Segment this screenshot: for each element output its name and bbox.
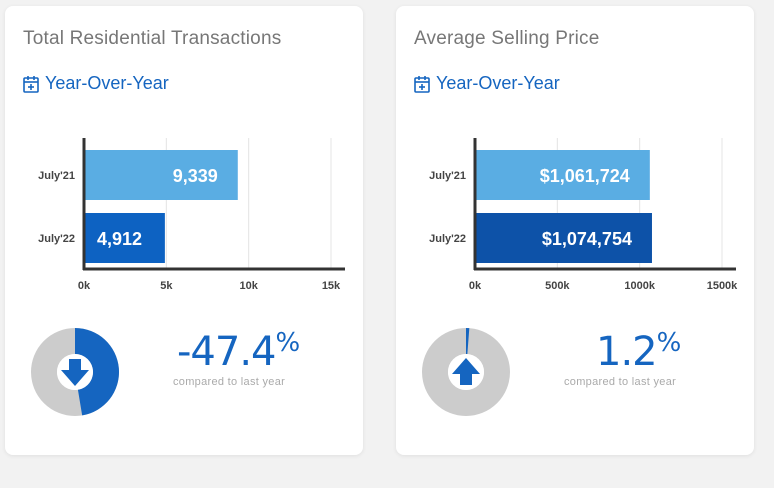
down-arrow-icon bbox=[61, 359, 89, 386]
data-label: 4,912 bbox=[97, 229, 142, 249]
change-caption: compared to last year bbox=[564, 376, 677, 388]
donut-segment bbox=[466, 328, 470, 355]
change-value: 1.2 bbox=[596, 329, 658, 375]
calendar-icon bbox=[23, 75, 39, 93]
card-average-price: Average Selling Price Year-Over-Year Jul… bbox=[396, 6, 754, 455]
tick-label: 500k bbox=[545, 280, 570, 292]
period-label: Year-Over-Year bbox=[45, 73, 169, 93]
change-percent: 1.2% bbox=[596, 329, 681, 375]
change-value: -47.4 bbox=[177, 329, 276, 375]
change-percent: -47.4% bbox=[177, 329, 300, 375]
bar bbox=[475, 150, 650, 200]
bar-chart-transactions: July'21 9,339 July'22 4,912 0k 5k 10k 15k bbox=[38, 138, 345, 292]
bar bbox=[84, 213, 165, 263]
category-label: July'22 bbox=[38, 233, 75, 245]
bar-chart-price: July'21 $1,061,724 July'22 $1,074,754 0k 500k… bbox=[429, 138, 738, 292]
data-label: $1,061,724 bbox=[540, 166, 630, 186]
category-label: July'21 bbox=[429, 170, 466, 182]
category-label: July'21 bbox=[38, 170, 75, 182]
tick-label: 5k bbox=[160, 280, 173, 292]
bar bbox=[475, 213, 652, 263]
donut-segment bbox=[75, 328, 120, 416]
percent-sign: % bbox=[275, 328, 301, 358]
change-donut bbox=[422, 328, 510, 416]
period-selector[interactable]: Year-Over-Year bbox=[414, 73, 560, 94]
calendar-icon bbox=[414, 75, 430, 93]
tick-label: 1500k bbox=[707, 280, 738, 292]
tick-label: 0k bbox=[469, 280, 482, 292]
data-label: $1,074,754 bbox=[542, 229, 632, 249]
change-donut bbox=[31, 328, 120, 416]
tick-label: 1000k bbox=[624, 280, 655, 292]
change-caption: compared to last year bbox=[173, 376, 286, 388]
tick-label: 0k bbox=[78, 280, 91, 292]
period-label: Year-Over-Year bbox=[436, 73, 560, 93]
tick-label: 15k bbox=[322, 280, 341, 292]
card-title: Average Selling Price bbox=[414, 28, 600, 49]
up-arrow-icon bbox=[452, 358, 480, 385]
card-total-transactions: Total Residential Transactions Year-Over… bbox=[5, 6, 363, 455]
tick-label: 10k bbox=[239, 280, 258, 292]
percent-sign: % bbox=[656, 328, 682, 358]
card-title: Total Residential Transactions bbox=[23, 28, 282, 49]
period-selector[interactable]: Year-Over-Year bbox=[23, 73, 169, 94]
data-label: 9,339 bbox=[173, 166, 218, 186]
bar bbox=[84, 150, 238, 200]
category-label: July'22 bbox=[429, 233, 466, 245]
